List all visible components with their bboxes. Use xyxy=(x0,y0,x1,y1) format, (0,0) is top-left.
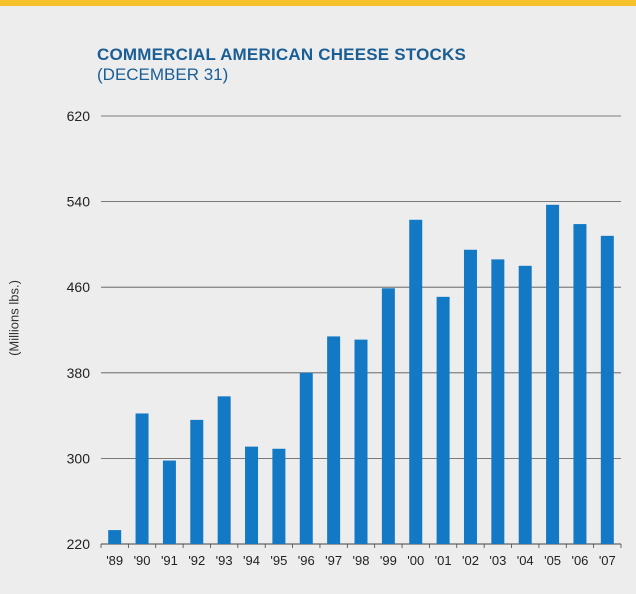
y-tick-label-300: 300 xyxy=(67,450,91,466)
top-accent-bar xyxy=(0,0,636,6)
x-tick-label-0: '89 xyxy=(106,553,123,568)
bar-6 xyxy=(272,448,286,544)
bar-2 xyxy=(162,460,176,544)
x-tick-label-9: '98 xyxy=(353,553,370,568)
x-tick-label-14: '03 xyxy=(489,553,506,568)
y-tick-label-220: 220 xyxy=(67,536,91,552)
x-tick-label-18: '07 xyxy=(599,553,616,568)
bar-12 xyxy=(436,296,450,544)
x-tick-label-6: '95 xyxy=(270,553,287,568)
bar-0 xyxy=(108,530,122,544)
x-tick-label-16: '05 xyxy=(544,553,561,568)
y-tick-label-460: 460 xyxy=(67,279,91,295)
x-tick-label-12: '01 xyxy=(435,553,452,568)
bar-18 xyxy=(600,235,614,544)
bar-4 xyxy=(217,396,231,544)
x-tick-label-7: '96 xyxy=(298,553,315,568)
x-tick-label-11: '00 xyxy=(407,553,424,568)
x-tick-label-13: '02 xyxy=(462,553,479,568)
x-tick-label-15: '04 xyxy=(517,553,534,568)
y-tick-label-380: 380 xyxy=(67,365,91,381)
x-tick-label-17: '06 xyxy=(571,553,588,568)
y-tick-label-620: 620 xyxy=(67,108,91,124)
x-tick-label-4: '93 xyxy=(216,553,233,568)
bar-11 xyxy=(409,219,423,545)
x-tick-label-2: '91 xyxy=(161,553,178,568)
bar-8 xyxy=(327,336,341,544)
x-tick-label-5: '94 xyxy=(243,553,260,568)
x-tick-label-8: '97 xyxy=(325,553,342,568)
bar-5 xyxy=(245,446,259,544)
bar-1 xyxy=(135,413,149,544)
bar-16 xyxy=(546,204,560,544)
bar-10 xyxy=(381,288,395,544)
chart-title: COMMERCIAL AMERICAN CHEESE STOCKS xyxy=(97,45,466,64)
bar-13 xyxy=(463,249,477,544)
bar-14 xyxy=(491,259,505,544)
bar-7 xyxy=(299,372,313,544)
bar-3 xyxy=(190,419,204,544)
chart-subtitle: (DECEMBER 31) xyxy=(97,65,229,84)
bar-9 xyxy=(354,339,368,544)
x-tick-label-10: '99 xyxy=(380,553,397,568)
bar-15 xyxy=(518,265,532,544)
x-tick-label-1: '90 xyxy=(134,553,151,568)
x-tick-label-3: '92 xyxy=(188,553,205,568)
bar-17 xyxy=(573,224,587,544)
y-tick-label-540: 540 xyxy=(67,194,91,210)
